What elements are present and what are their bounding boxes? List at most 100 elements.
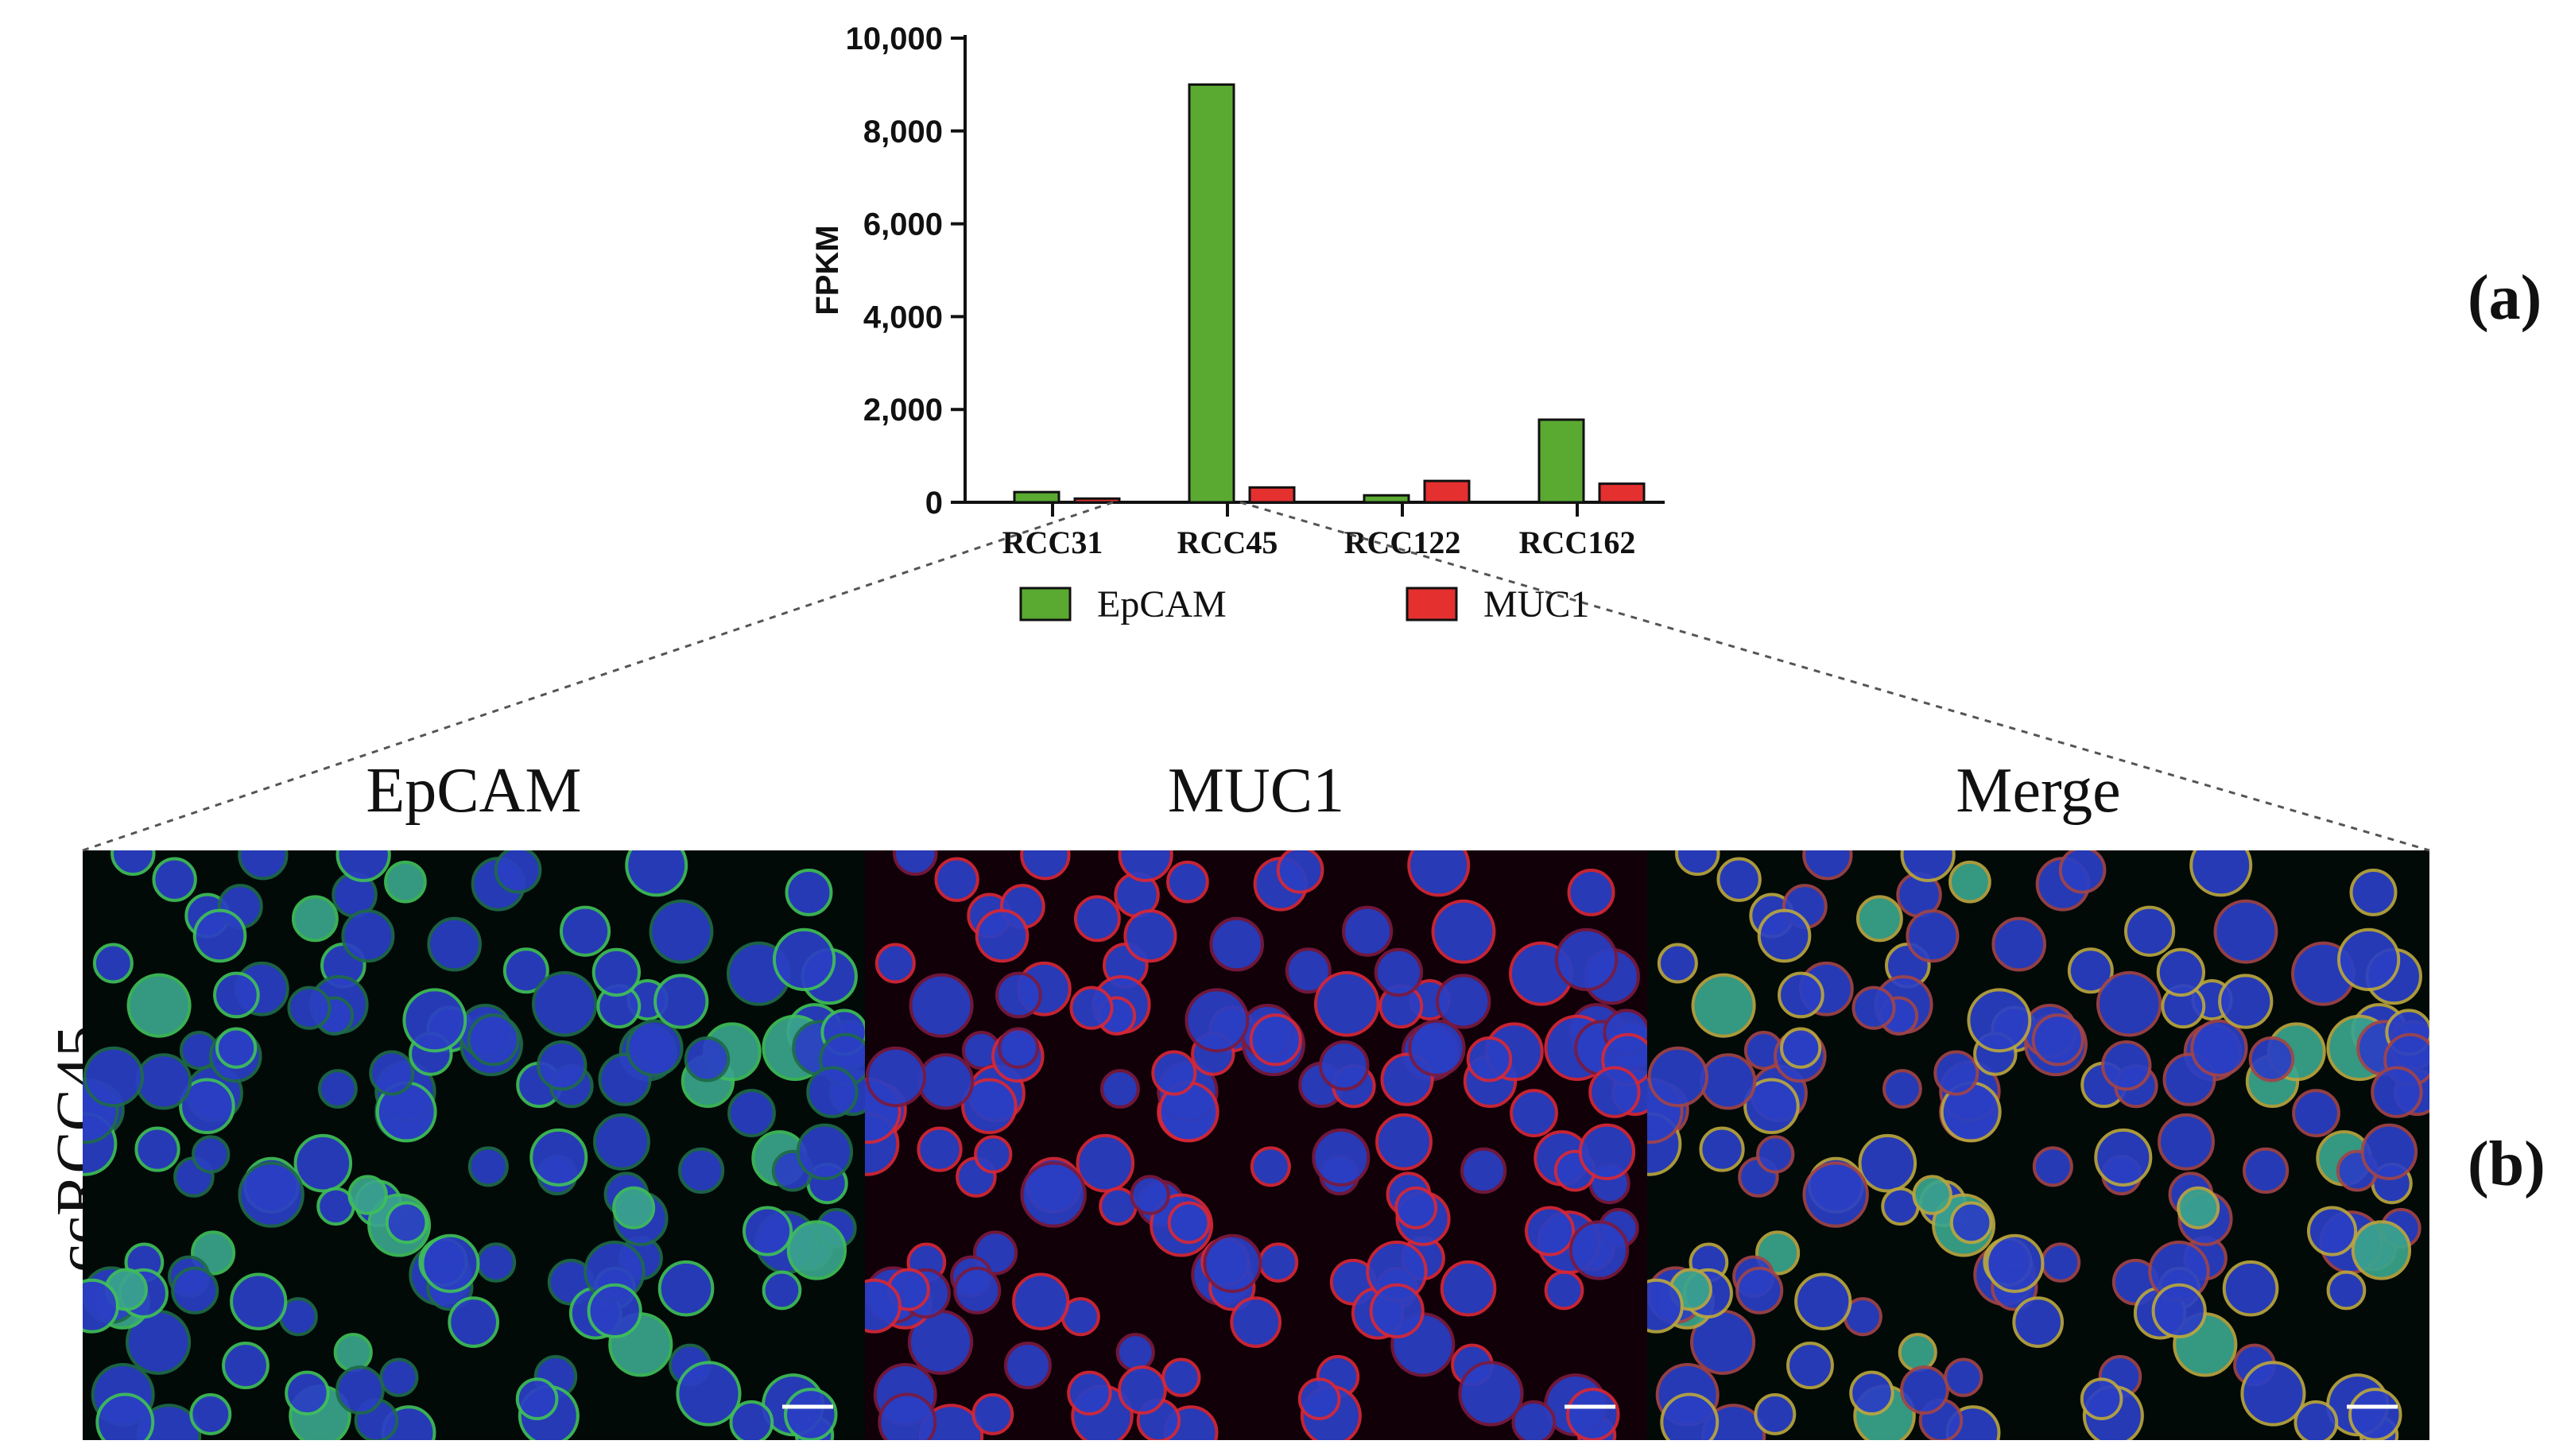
legend-label-muc1: MUC1 <box>1483 583 1589 625</box>
cell <box>2190 1019 2248 1077</box>
cell <box>287 986 332 1030</box>
cell <box>179 1078 235 1135</box>
cell <box>1115 1333 1155 1373</box>
cell <box>1851 986 1896 1030</box>
cell <box>1100 1069 1140 1109</box>
cell <box>1900 850 1956 882</box>
cell <box>2336 927 2401 992</box>
cell <box>2096 970 2162 1037</box>
bar-epcam-rcc122 <box>1363 494 1410 504</box>
cell <box>1258 1242 1299 1283</box>
cell <box>2248 1036 2295 1082</box>
cell <box>2189 850 2253 897</box>
x-tick-label: RCC162 <box>1519 525 1636 560</box>
cell <box>537 1040 587 1091</box>
y-tick-label: 10,000 <box>846 21 943 56</box>
cell <box>1699 1126 1745 1172</box>
cell <box>1123 909 1177 963</box>
cell <box>402 988 467 1053</box>
bar-muc1-rcc162 <box>1598 482 1646 504</box>
bar-epcam-rcc31 <box>1013 490 1060 504</box>
cell <box>1849 1370 1894 1416</box>
cell <box>1167 1201 1211 1245</box>
cell <box>1203 1233 1262 1293</box>
cell <box>1394 1186 1438 1229</box>
cell <box>785 868 833 916</box>
cell <box>1883 1069 1922 1109</box>
cell <box>806 1066 859 1118</box>
cell <box>971 1392 1014 1435</box>
cell <box>1906 909 1960 963</box>
cell <box>95 1392 155 1440</box>
cell <box>625 850 688 897</box>
cell <box>2243 1147 2290 1195</box>
cell <box>92 943 134 984</box>
cell <box>975 908 1029 963</box>
cell <box>1012 1272 1070 1330</box>
cell <box>1802 850 1853 881</box>
cell <box>529 1128 588 1187</box>
cell <box>285 1370 330 1416</box>
cell <box>1151 1050 1197 1096</box>
cell <box>2094 1128 2153 1187</box>
cell <box>2218 974 2274 1029</box>
cell <box>369 1050 415 1096</box>
cell <box>1067 1370 1112 1416</box>
cell <box>1209 916 1264 972</box>
x-tick-label: RCC31 <box>1002 525 1103 560</box>
y-tick-label: 0 <box>925 486 943 521</box>
cell <box>1779 1027 1822 1069</box>
cell <box>448 1296 500 1348</box>
cell <box>1568 1220 1630 1280</box>
cell <box>1166 860 1209 904</box>
cell <box>1716 857 1762 902</box>
cell <box>1985 1233 2045 1293</box>
cell <box>1510 1089 1558 1137</box>
cell <box>587 1283 642 1338</box>
cell <box>1949 1201 1993 1245</box>
bar-epcam-rcc162 <box>1537 418 1585 504</box>
cell <box>1855 895 1903 943</box>
cell <box>318 1069 358 1109</box>
cell <box>2040 1242 2081 1283</box>
bar-chart: 0 2,000 4,000 6,000 8,000 10,000 FPKM RCC31 RCC4… <box>810 21 1665 625</box>
cell <box>2156 947 2206 997</box>
cell <box>1069 986 1114 1030</box>
cell <box>2240 1361 2306 1427</box>
cell <box>2031 1013 2084 1067</box>
cell <box>653 974 709 1029</box>
cell <box>467 1013 520 1067</box>
cell <box>333 1333 373 1373</box>
cell <box>238 850 289 881</box>
cell <box>1004 1342 1052 1390</box>
cell <box>385 1201 428 1245</box>
cell <box>1076 1133 1135 1193</box>
cell <box>1319 1040 1370 1091</box>
cell <box>2294 1400 2339 1440</box>
cell <box>2351 1220 2412 1280</box>
muc1-image-title: MUC1 <box>1167 756 1345 826</box>
cell <box>1647 1278 1684 1334</box>
cell <box>1944 1357 1983 1397</box>
cell <box>1130 1175 1170 1215</box>
cell <box>1657 943 1698 984</box>
cell <box>786 1220 847 1280</box>
cell <box>1118 850 1173 882</box>
cell <box>1660 1392 1720 1440</box>
cell <box>909 973 974 1038</box>
cell <box>878 1392 937 1440</box>
cell <box>1700 1053 1757 1110</box>
cell <box>111 850 156 877</box>
cell <box>676 1361 742 1427</box>
cell <box>1312 1128 1371 1187</box>
cell <box>657 1260 715 1317</box>
cell <box>2306 1206 2358 1257</box>
cell <box>2213 899 2278 964</box>
cell <box>494 850 542 894</box>
cell <box>2371 1066 2423 1118</box>
cell <box>865 1278 902 1334</box>
cell <box>335 850 391 882</box>
cell <box>2012 1296 2065 1348</box>
cell <box>341 909 395 963</box>
cell <box>742 1206 793 1257</box>
